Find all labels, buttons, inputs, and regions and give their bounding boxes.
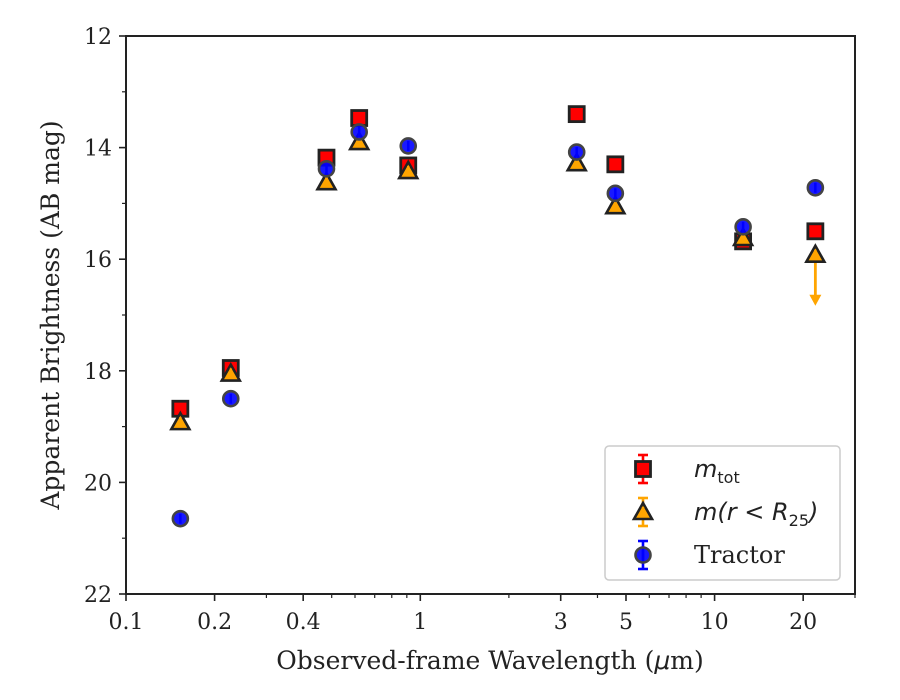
data-point-triangle	[219, 361, 242, 382]
legend: mtot m(r < R25) Tractor	[604, 445, 841, 581]
legend-entry-tractor: Tractor	[694, 541, 785, 569]
data-point-triangle	[169, 410, 192, 431]
data-point-triangle	[804, 243, 827, 264]
data-point-square	[567, 105, 586, 124]
data-point-square	[171, 399, 190, 418]
data-point-square	[806, 222, 825, 241]
y-tick-label: 14	[84, 137, 112, 162]
data-point-circle	[399, 137, 418, 155]
y-tick-label: 18	[84, 360, 112, 385]
x-tick-label: 20	[789, 610, 817, 635]
x-tick-label: 0.1	[109, 610, 144, 635]
x-tick-label: 10	[701, 610, 729, 635]
y-tick-label: 22	[84, 583, 112, 608]
legend-box	[604, 445, 841, 581]
x-tick-label: 1	[413, 610, 427, 635]
data-point-circle	[350, 123, 368, 141]
data-point-triangle	[315, 170, 338, 191]
legend-marker-square	[634, 460, 652, 478]
data-point-circle	[606, 184, 625, 203]
data-point-circle	[734, 218, 752, 236]
x-axis-label: Observed-frame Wavelength (μm)	[276, 646, 703, 675]
data-point-triangle	[604, 194, 627, 215]
y-tick-label: 16	[84, 248, 112, 273]
legend-marker-triangle	[631, 500, 655, 521]
data-point-triangle	[397, 159, 420, 180]
data-point-circle	[567, 143, 586, 161]
data-point-circle	[221, 389, 240, 408]
legend-entry-mtot: mtot	[694, 455, 740, 487]
x-tick-label: 5	[619, 610, 633, 635]
upper-limit-arrow-head	[809, 294, 822, 306]
data-point-square	[606, 155, 625, 174]
ticks: 0.1 0.2 0.4 1 3 5 10 20 12 14 16 18 20 22	[84, 25, 856, 635]
data-point-circle	[317, 160, 336, 178]
y-tick-label: 20	[84, 471, 112, 496]
y-tick-label: 12	[84, 25, 112, 50]
data-markers	[169, 105, 827, 528]
data-point-circle	[806, 178, 825, 197]
legend-marker-circle	[634, 546, 652, 564]
legend-entry-mr25: m(r < R25)	[694, 498, 818, 530]
y-axis-label: Apparent Brightness (AB mag)	[36, 120, 65, 510]
legend-markers	[631, 453, 655, 571]
x-tick-label: 0.4	[286, 610, 321, 635]
x-tick-label: 3	[554, 610, 568, 635]
x-tick-label: 0.2	[197, 610, 232, 635]
data-point-circle	[171, 509, 190, 528]
